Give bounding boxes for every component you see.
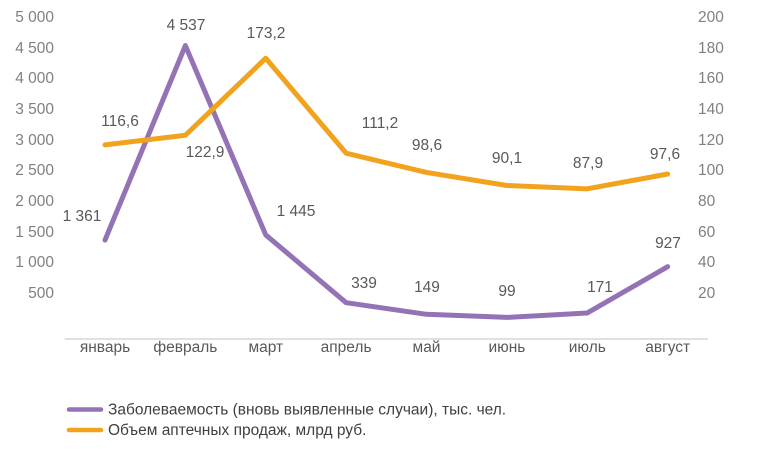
- svg-text:1 500: 1 500: [15, 224, 54, 241]
- svg-text:1 445: 1 445: [277, 203, 316, 220]
- svg-text:февраль: февраль: [153, 339, 217, 356]
- svg-text:2 500: 2 500: [15, 162, 54, 179]
- svg-text:500: 500: [28, 285, 54, 302]
- svg-text:122,9: 122,9: [186, 144, 225, 161]
- svg-text:80: 80: [698, 193, 716, 210]
- svg-text:339: 339: [351, 275, 377, 292]
- svg-text:20: 20: [698, 285, 716, 302]
- svg-text:август: август: [645, 339, 690, 356]
- svg-text:4 537: 4 537: [167, 17, 206, 34]
- svg-text:июнь: июнь: [488, 339, 525, 356]
- svg-text:1 361: 1 361: [63, 208, 102, 225]
- svg-text:4 500: 4 500: [15, 40, 54, 57]
- svg-text:200: 200: [698, 9, 724, 26]
- svg-text:927: 927: [655, 235, 681, 252]
- svg-text:111,2: 111,2: [362, 115, 399, 132]
- svg-text:87,9: 87,9: [573, 155, 603, 172]
- svg-text:3 000: 3 000: [15, 132, 54, 149]
- svg-text:3 500: 3 500: [15, 101, 54, 118]
- svg-text:январь: январь: [80, 339, 130, 356]
- svg-text:60: 60: [698, 224, 716, 241]
- svg-text:2 000: 2 000: [15, 193, 54, 210]
- svg-text:1 000: 1 000: [15, 254, 54, 271]
- svg-text:апрель: апрель: [321, 339, 372, 356]
- svg-text:160: 160: [698, 70, 724, 87]
- svg-text:99: 99: [498, 283, 515, 300]
- svg-text:180: 180: [698, 40, 724, 57]
- svg-text:5 000: 5 000: [15, 9, 54, 26]
- svg-text:140: 140: [698, 101, 724, 118]
- svg-text:100: 100: [698, 162, 724, 179]
- svg-text:120: 120: [698, 132, 724, 149]
- svg-text:Заболеваемость (вновь выявленн: Заболеваемость (вновь выявленные случаи)…: [108, 402, 506, 419]
- svg-text:90,1: 90,1: [492, 150, 522, 167]
- svg-text:98,6: 98,6: [412, 137, 442, 154]
- svg-text:116,6: 116,6: [101, 113, 139, 130]
- svg-text:40: 40: [698, 254, 716, 271]
- svg-text:97,6: 97,6: [650, 146, 680, 163]
- svg-text:май: май: [413, 339, 441, 356]
- svg-text:июль: июль: [569, 339, 606, 356]
- svg-text:171: 171: [587, 279, 613, 296]
- svg-text:149: 149: [414, 279, 440, 296]
- svg-text:173,2: 173,2: [247, 25, 286, 42]
- svg-text:Объем аптечных продаж, млрд ру: Объем аптечных продаж, млрд руб.: [108, 422, 366, 439]
- svg-text:март: март: [248, 339, 283, 356]
- svg-text:4 000: 4 000: [15, 70, 54, 87]
